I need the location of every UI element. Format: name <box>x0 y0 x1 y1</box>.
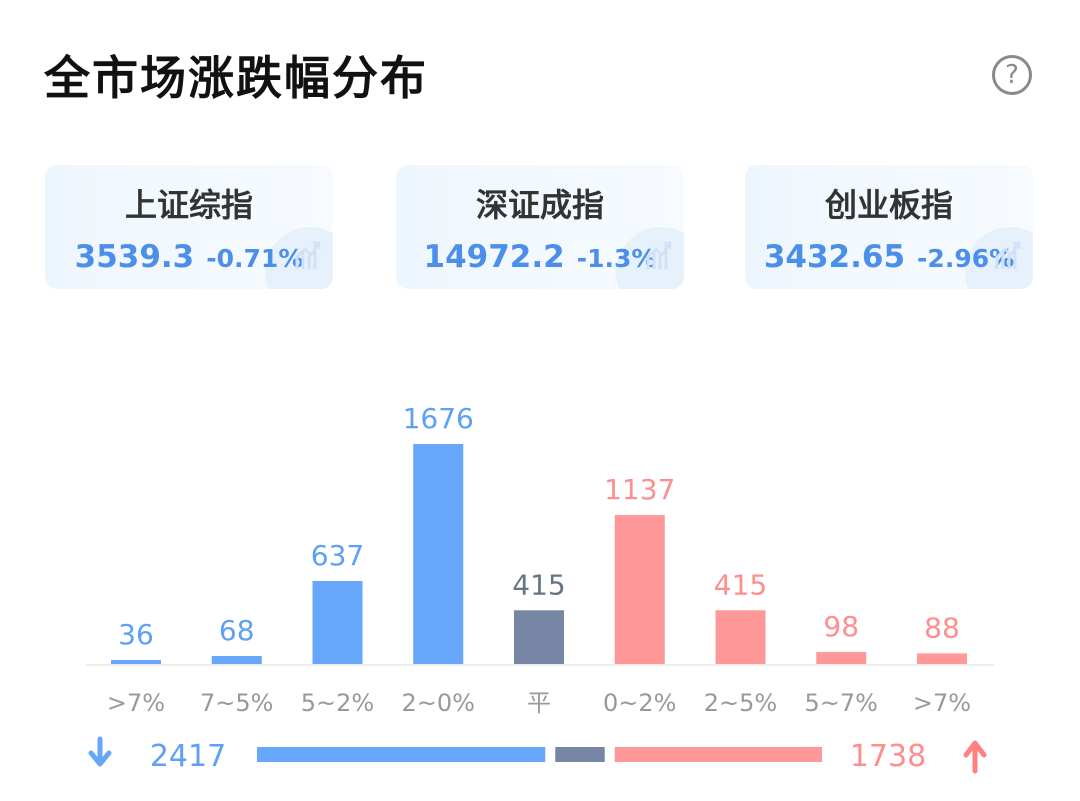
arrow-down-icon <box>88 736 112 767</box>
index-change: -1.3% <box>576 244 657 273</box>
page-title: 全市场涨跌幅分布 <box>44 51 428 105</box>
summary-bar-flat <box>555 747 605 762</box>
index-name: 上证综指 <box>124 186 253 224</box>
question-circle-icon[interactable]: ? <box>992 55 1032 95</box>
category-label: >7% <box>913 689 971 717</box>
trend-arrow-icon <box>645 241 672 269</box>
bar-3[interactable] <box>413 444 464 665</box>
bar-value-label: 88 <box>924 611 960 644</box>
bar-value-label: 36 <box>118 618 154 651</box>
bar-value-label: 415 <box>512 568 565 601</box>
bar-5[interactable] <box>614 515 665 665</box>
trend-arrow-icon <box>994 241 1021 269</box>
bar-value-label: 68 <box>219 614 255 647</box>
summary-bar-down <box>257 747 546 762</box>
bar-1[interactable] <box>211 656 262 665</box>
bar-8[interactable] <box>917 653 967 665</box>
bar-6[interactable] <box>715 610 766 665</box>
category-label: 5~2% <box>301 689 374 717</box>
bar-value-label: 1137 <box>604 473 675 506</box>
up-total-label: 1738 <box>850 739 926 774</box>
category-label: 5~7% <box>805 689 878 717</box>
trend-arrow-icon <box>294 241 321 269</box>
index-value: 3539.3 <box>74 239 195 275</box>
bar-0[interactable] <box>111 660 161 665</box>
index-value-row: 14972.2 -1.3% <box>396 239 684 280</box>
bar-value-label: 415 <box>714 568 767 601</box>
index-card-shenzhen[interactable]: 深证成指 14972.2 -1.3% <box>396 165 684 289</box>
index-value: 3432.65 <box>763 239 906 275</box>
bar-value-label: 98 <box>823 610 859 643</box>
category-label: 2~0% <box>402 689 475 717</box>
index-value-row: 3539.3 -0.71% <box>45 239 333 280</box>
bar-value-label: 1676 <box>403 402 474 435</box>
arrow-up-icon <box>963 740 987 774</box>
index-card-shanghai[interactable]: 上证综指 3539.3 -0.71% <box>45 165 333 289</box>
index-value: 14972.2 <box>423 239 565 275</box>
category-label: 0~2% <box>603 689 676 717</box>
index-name: 创业板指 <box>824 186 953 224</box>
down-total-label: 2417 <box>150 739 226 774</box>
bar-4[interactable] <box>514 610 564 665</box>
index-change: -0.71% <box>206 244 304 273</box>
category-label: 平 <box>527 689 551 717</box>
index-name: 深证成指 <box>475 186 604 224</box>
bar-7[interactable] <box>816 652 867 665</box>
summary-bar-up <box>614 747 822 762</box>
index-card-chinext[interactable]: 创业板指 3432.65 -2.96% <box>745 165 1033 289</box>
bar-2[interactable] <box>312 581 363 665</box>
bar-value-label: 637 <box>311 539 364 572</box>
category-label: 2~5% <box>704 689 777 717</box>
category-label: >7% <box>107 689 165 717</box>
category-label: 7~5% <box>200 689 273 717</box>
